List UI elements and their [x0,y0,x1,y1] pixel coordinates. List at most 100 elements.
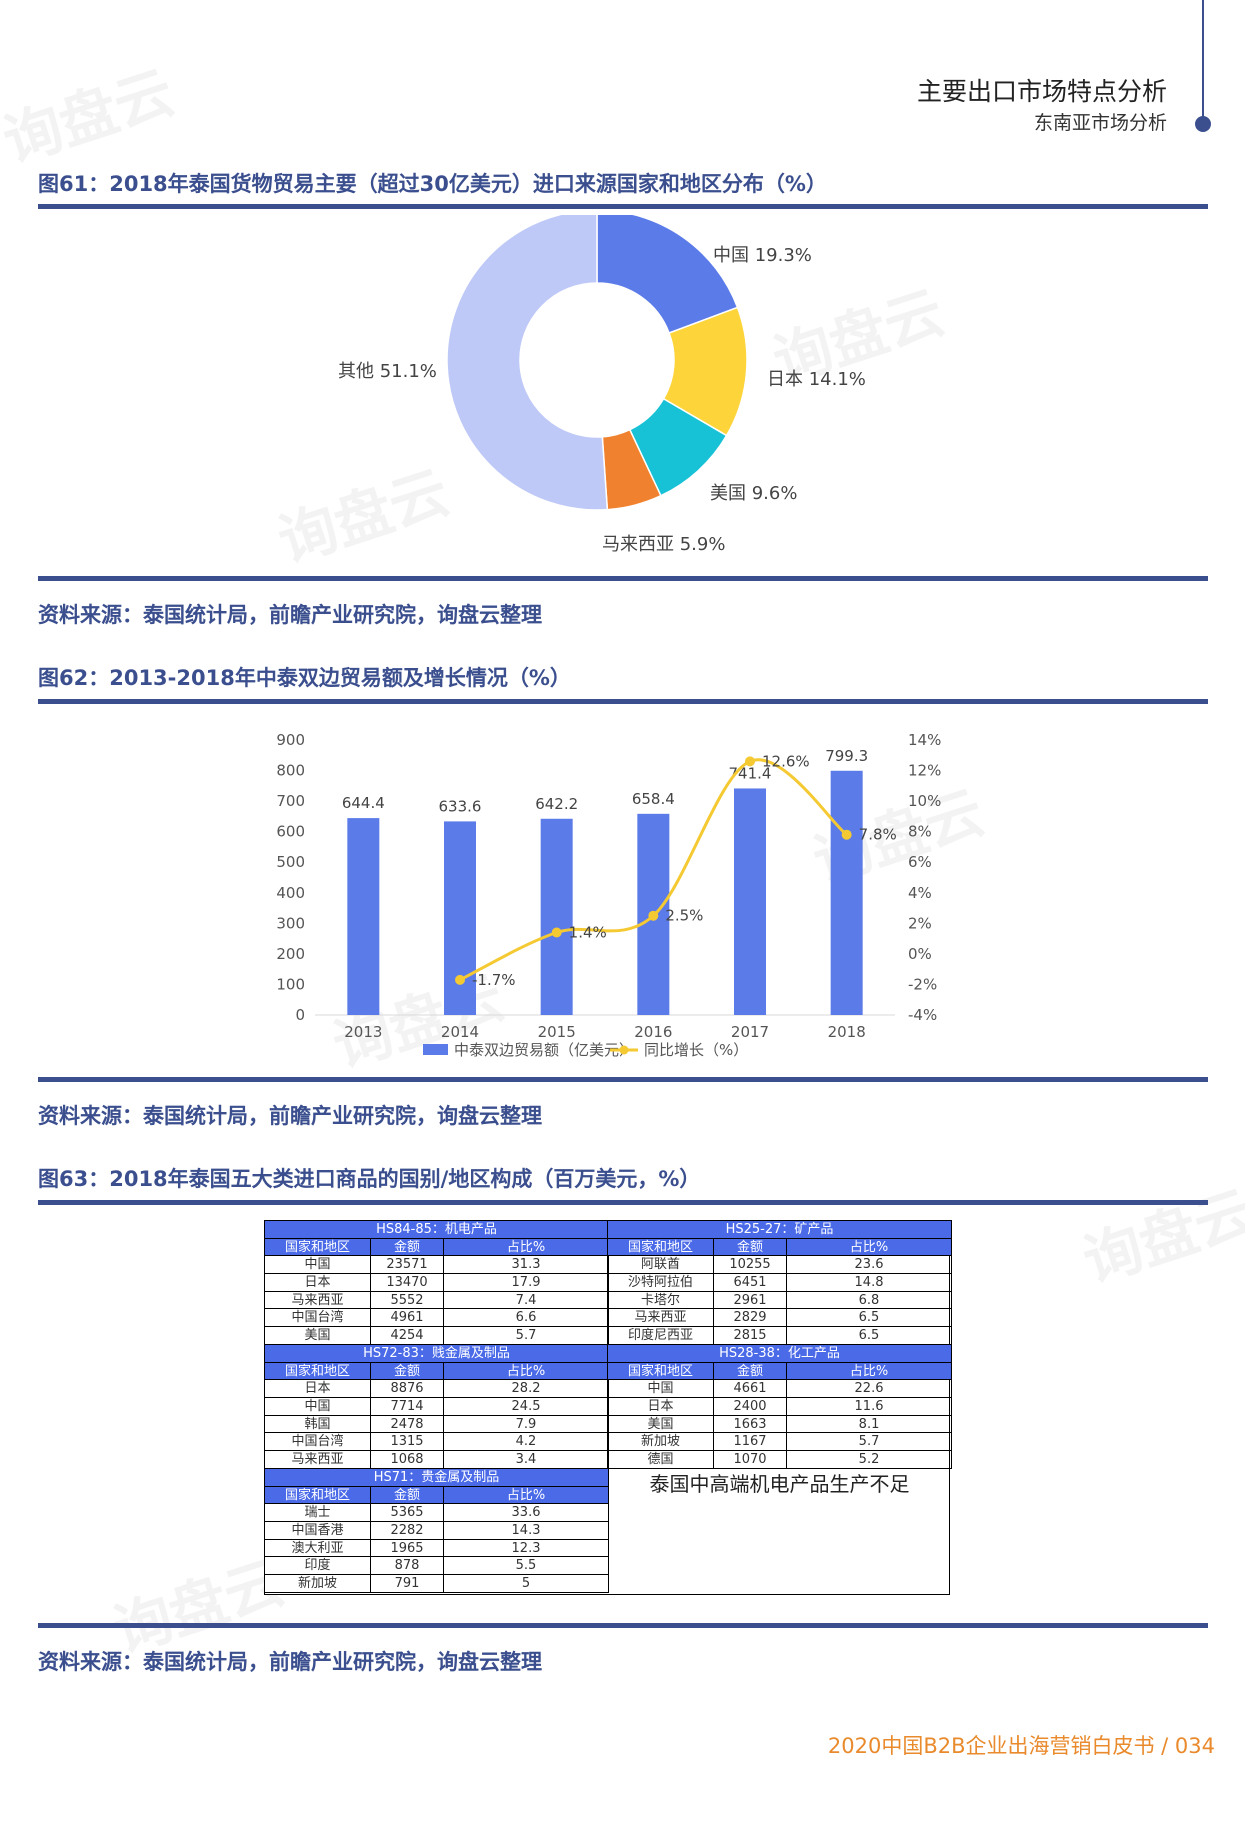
table-hs28-38: HS28-38：化工产品 国家和地区 金额 占比% 中国 4661 22.6 日本 2400 11… [606,1344,953,1469]
table-row: 美国 4254 5.7 [264,1326,610,1345]
growth-value-label: 7.8% [859,826,897,844]
table-row: 中国 23571 31.3 [264,1255,610,1275]
table-cell: 28.2 [442,1379,610,1399]
table-row: 中国台湾 4961 6.6 [264,1308,610,1328]
y-left-tick: 800 [276,762,305,780]
table-row: 马来西亚 1068 3.4 [264,1450,610,1469]
section-subtitle: 东南亚市场分析 [1033,112,1167,134]
table-header-cell: 占比% [785,1361,953,1381]
table-cell: 1315 [370,1432,444,1452]
table-row: 印度 878 5.5 [264,1556,610,1576]
table-cell: 24.5 [442,1397,610,1416]
import-tables: HS84-85：机电产品 国家和地区 金额 占比% 中国 23571 31.3 日本 13470… [263,1220,953,1595]
table-cell: 6.5 [785,1326,953,1345]
table-cell: 5.7 [442,1326,610,1345]
table-cell: 8876 [370,1379,444,1399]
table-row: 中国 4661 22.6 [607,1379,953,1399]
table-category-row: HS84-85：机电产品 [263,1220,610,1239]
table-row: 日本 8876 28.2 [264,1379,610,1399]
table-header-row: 国家和地区 金额 占比% [264,1237,610,1257]
table-header-cell: 国家和地区 [607,1237,714,1257]
bar-value-label: 658.4 [632,790,675,808]
y-left-tick: 500 [276,853,305,871]
growth-value-label: 1.4% [569,924,607,942]
x-tick-label: 2016 [634,1023,672,1041]
y-right-tick: 12% [908,762,941,780]
page-footer: 2020中国B2B企业出海营销白皮书 / 034 [827,1734,1215,1758]
x-tick-label: 2015 [538,1023,576,1041]
y-right-tick: -4% [908,1006,937,1024]
table-cell: 中国台湾 [264,1308,371,1328]
growth-point [455,974,465,985]
fig63-source: 资料来源：泰国统计局，前瞻产业研究院，询盘云整理 [38,1650,542,1674]
legend-bar-swatch [423,1044,448,1055]
fig62-bottom-rule [38,1077,1208,1082]
donut-label-malaysia: 马来西亚 5.9% [602,534,726,555]
y-right-tick: 0% [908,945,932,963]
bar-2017 [734,788,766,1015]
table-row: 瑞士 5365 33.6 [264,1503,610,1523]
table-cell: 马来西亚 [264,1450,371,1469]
growth-value-label: -1.7% [472,971,516,989]
table-row: 日本 13470 17.9 [264,1273,610,1292]
table-cell: 1965 [370,1538,444,1558]
table-header-cell: 占比% [785,1237,953,1257]
table-cell: 6.5 [785,1308,953,1328]
y-right-tick: -2% [908,975,937,993]
growth-point [648,910,659,921]
table-header-cell: 金额 [370,1361,444,1381]
table-cell: 马来西亚 [264,1290,371,1310]
table-row: 中国 7714 24.5 [264,1397,610,1416]
table-category: HS28-38：化工产品 [606,1344,953,1363]
donut-slice-4 [446,215,609,511]
bar-value-label: 633.6 [439,797,482,815]
y-left-tick: 0 [295,1006,305,1024]
table-row: 马来西亚 2829 6.5 [607,1308,953,1328]
table-cell: 新加坡 [264,1574,371,1593]
table-cell: 5.5 [442,1556,610,1576]
x-tick-label: 2018 [828,1023,866,1041]
table-category: HS71：贵金属及制品 [263,1468,610,1487]
table-cell: 美国 [607,1414,714,1434]
growth-point [745,756,755,767]
table-cell: 印度 [264,1556,371,1576]
table-cell: 1663 [713,1414,787,1434]
trade-bar-line-chart: 0 100 200 300 400 500 600 700 800 900 -4% -2% 0% 2% 4%… [276,731,941,1059]
y-right-tick: 8% [908,823,932,841]
table-hs84-85: HS84-85：机电产品 国家和地区 金额 占比% 中国 23571 31.3 日本 13470… [263,1220,610,1345]
table-header-cell: 国家和地区 [264,1361,371,1381]
donut-label-japan: 日本 14.1% [767,369,866,390]
table-cell: 3.4 [442,1450,610,1469]
table-cell: 日本 [264,1379,371,1399]
table-cell: 31.3 [442,1255,610,1275]
bar-value-label: 799.3 [825,747,868,765]
table-row: 新加坡 791 5 [264,1574,610,1593]
table-cell: 14.3 [442,1521,610,1540]
table-row: 阿联酋 10255 23.6 [607,1255,953,1275]
header-accent-dot [1195,116,1211,132]
table-cell: 2815 [713,1326,787,1345]
growth-point [841,829,852,840]
table-cell: 瑞士 [264,1503,371,1523]
table-hs71: HS71：贵金属及制品 国家和地区 金额 占比% 瑞士 5365 33.6 中国香港 2282 1… [263,1468,610,1593]
table-row: 中国香港 2282 14.3 [264,1521,610,1540]
table-cell: 10255 [713,1255,787,1275]
x-tick-label: 2017 [731,1023,769,1041]
table-header-row: 国家和地区 金额 占比% [607,1237,953,1257]
table-cell: 印度尼西亚 [607,1326,714,1345]
table-header-row: 国家和地区 金额 占比% [264,1485,610,1505]
y-right-tick: 14% [908,731,941,749]
table-cell: 澳大利亚 [264,1538,371,1558]
table-cell: 德国 [607,1450,714,1469]
legend-bar-label: 中泰双边贸易额（亿美元） [454,1041,634,1059]
donut-slice-0 [596,215,739,334]
table-header-cell: 占比% [442,1485,610,1505]
table-cell: 13470 [370,1273,444,1292]
table-cell: 2478 [370,1414,444,1434]
table-cell: 美国 [264,1326,371,1345]
table-cell: 23571 [370,1255,444,1275]
table-cell: 6.6 [442,1308,610,1328]
table-header-cell: 金额 [713,1237,787,1257]
table-cell: 23.6 [785,1255,953,1275]
table-cell: 韩国 [264,1414,371,1434]
